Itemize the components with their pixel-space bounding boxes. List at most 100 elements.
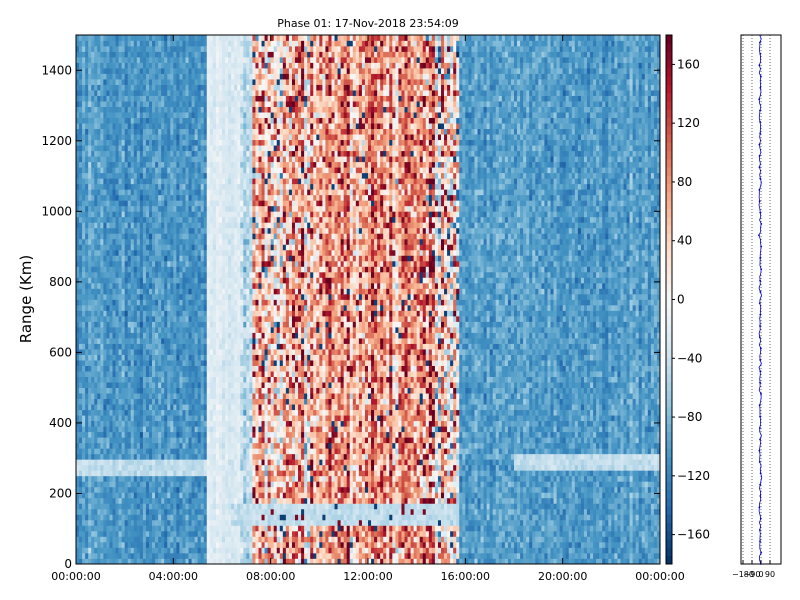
heatmap-cell: [176, 338, 180, 344]
heatmap-cell: [94, 349, 98, 355]
heatmap-cell: [203, 244, 208, 251]
heatmap-cell: [194, 321, 199, 328]
heatmap-cell: [228, 150, 232, 157]
heatmap-cell: [124, 293, 129, 300]
heatmap-cell: [79, 282, 83, 289]
heatmap-cell: [76, 321, 80, 328]
heatmap-cell: [88, 95, 92, 102]
heatmap-cell: [82, 145, 86, 152]
heatmap-cell: [121, 194, 126, 201]
heatmap-cell: [179, 123, 183, 130]
heatmap-cell: [209, 62, 214, 69]
heatmap-cell: [145, 508, 150, 515]
heatmap-cell: [103, 492, 107, 499]
heatmap-cell: [115, 238, 119, 245]
heatmap-cell: [206, 459, 211, 466]
heatmap-cell: [188, 90, 192, 96]
heatmap-cell: [136, 360, 141, 366]
heatmap-cell: [85, 260, 89, 267]
heatmap-cell: [115, 101, 119, 107]
heatmap-cell: [115, 84, 119, 91]
heatmap-cell: [188, 442, 192, 449]
heatmap-cell: [185, 365, 189, 372]
heatmap-cell: [136, 365, 141, 372]
heatmap-cell: [161, 84, 165, 91]
heatmap-cell: [228, 222, 232, 229]
heatmap-cell: [127, 382, 132, 389]
heatmap-cell: [115, 519, 119, 526]
heatmap-cell: [228, 486, 232, 493]
heatmap-cell: [112, 387, 116, 394]
heatmap-cell: [97, 172, 101, 179]
heatmap-cell: [109, 205, 113, 212]
heatmap-cell: [76, 183, 80, 190]
heatmap-cell: [127, 536, 132, 543]
heatmap-cell: [212, 134, 217, 141]
heatmap-cell: [149, 437, 153, 444]
heatmap-cell: [127, 244, 132, 251]
heatmap-cell: [112, 178, 116, 185]
heatmap-cell: [79, 442, 83, 449]
heatmap-cell: [182, 514, 186, 521]
heatmap-cell: [164, 470, 168, 477]
heatmap-cell: [182, 415, 186, 422]
heatmap-cell: [194, 420, 199, 427]
heatmap-cell: [200, 508, 205, 515]
heatmap-cell: [127, 420, 132, 427]
heatmap-cell: [106, 145, 110, 152]
heatmap-cell: [209, 128, 214, 135]
heatmap-cell: [182, 79, 186, 85]
heatmap-cell: [212, 338, 217, 344]
heatmap-cell: [222, 552, 226, 559]
heatmap-cell: [152, 266, 156, 273]
heatmap-cell: [225, 84, 229, 91]
heatmap-cell: [191, 189, 195, 196]
heatmap-cell: [200, 271, 205, 278]
heatmap-cell: [179, 90, 183, 96]
heatmap-cell: [182, 106, 186, 113]
heatmap-cell: [112, 486, 116, 493]
heatmap-cell: [188, 497, 192, 504]
heatmap-cell: [112, 112, 116, 119]
heatmap-cell: [231, 415, 235, 422]
heatmap-cell: [200, 464, 205, 471]
heatmap-cell: [173, 112, 177, 119]
heatmap-cell: [188, 459, 192, 466]
heatmap-cell: [197, 123, 202, 130]
heatmap-cell: [100, 316, 104, 322]
heatmap-cell: [127, 277, 132, 284]
heatmap-cell: [173, 459, 177, 466]
heatmap-cell: [112, 205, 116, 212]
heatmap-cell: [228, 558, 232, 565]
heatmap-cell: [215, 183, 220, 190]
heatmap-cell: [164, 332, 168, 339]
heatmap-cell: [191, 106, 195, 113]
heatmap-cell: [191, 371, 195, 377]
heatmap-cell: [100, 95, 104, 102]
heatmap-cell: [106, 106, 110, 113]
heatmap-cell: [218, 453, 223, 460]
heatmap-cell: [228, 51, 232, 58]
heatmap-cell: [91, 101, 95, 107]
heatmap-cell: [142, 277, 147, 284]
heatmap-cell: [112, 183, 116, 190]
heatmap-cell: [145, 238, 150, 245]
heatmap-cell: [212, 305, 217, 311]
heatmap-cell: [218, 360, 223, 366]
heatmap-cell: [206, 46, 211, 52]
heatmap-cell: [167, 508, 171, 515]
heatmap-cell: [79, 123, 83, 130]
heatmap-cell: [155, 51, 159, 58]
heatmap-cell: [200, 327, 205, 333]
heatmap-cell: [203, 95, 208, 102]
heatmap-cell: [173, 492, 177, 499]
heatmap-cell: [167, 150, 171, 157]
heatmap-cell: [97, 316, 101, 322]
heatmap-cell: [222, 387, 226, 394]
heatmap-cell: [149, 376, 153, 383]
heatmap-cell: [106, 35, 110, 41]
heatmap-cell: [130, 101, 135, 107]
heatmap-cell: [164, 112, 168, 119]
heatmap-cell: [228, 338, 232, 344]
